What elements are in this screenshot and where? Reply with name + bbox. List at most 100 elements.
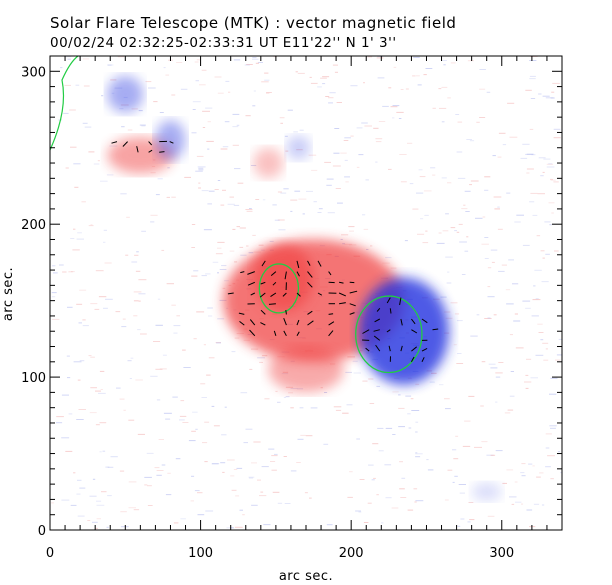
noise-speck <box>148 87 156 89</box>
field-vector <box>273 330 277 336</box>
noise-speck <box>540 175 544 177</box>
noise-speck <box>302 213 305 215</box>
noise-speck <box>133 315 138 317</box>
noise-speck <box>277 502 283 504</box>
noise-speck <box>522 244 530 246</box>
noise-speck <box>271 469 277 471</box>
noise-speck <box>173 522 179 524</box>
noise-speck <box>82 319 86 321</box>
noise-speck <box>353 372 361 374</box>
noise-speck <box>244 64 250 66</box>
noise-speck <box>202 110 210 112</box>
noise-speck <box>506 192 511 194</box>
noise-speck <box>208 190 215 192</box>
noise-speck <box>347 356 356 358</box>
field-vector <box>296 331 300 337</box>
noise-speck <box>392 434 396 435</box>
noise-speck <box>501 264 507 266</box>
field-vector <box>349 303 356 307</box>
noise-speck <box>454 475 458 477</box>
noise-speck <box>125 254 129 256</box>
noise-speck <box>405 395 412 397</box>
noise-speck <box>197 492 203 494</box>
noise-speck <box>171 196 176 198</box>
noise-speck <box>230 527 234 529</box>
noise-speck <box>252 57 257 59</box>
noise-speck <box>70 146 77 148</box>
noise-speck <box>456 320 463 322</box>
noise-speck <box>466 236 469 238</box>
field-vector <box>270 292 277 298</box>
noise-speck <box>138 279 147 281</box>
noise-speck <box>498 132 506 134</box>
noise-speck <box>171 304 176 306</box>
noise-speck <box>77 515 85 517</box>
noise-speck <box>133 300 139 302</box>
noise-speck <box>233 204 240 206</box>
noise-speck <box>441 177 447 179</box>
noise-speck <box>60 67 63 69</box>
field-vector <box>260 322 266 326</box>
x-tick-label: 300 <box>489 546 514 561</box>
noise-speck <box>450 302 458 304</box>
noise-speck <box>553 181 559 183</box>
noise-speck <box>322 83 326 85</box>
noise-speck <box>417 84 422 86</box>
noise-speck <box>484 176 491 178</box>
noise-speck <box>90 387 97 389</box>
noise-speck <box>61 499 70 501</box>
noise-speck <box>207 148 210 150</box>
noise-speck <box>429 381 435 383</box>
field-vector <box>421 318 428 324</box>
noise-speck <box>442 60 447 61</box>
noise-speck <box>248 252 254 254</box>
noise-speck <box>297 438 304 440</box>
noise-speck <box>159 368 167 370</box>
noise-speck <box>156 470 164 471</box>
field-vector <box>411 329 418 334</box>
noise-speck <box>92 521 98 523</box>
noise-speck <box>255 199 260 200</box>
noise-speck <box>337 202 343 204</box>
noise-speck <box>147 505 153 506</box>
noise-speck <box>227 459 235 461</box>
noise-speck <box>495 450 503 452</box>
noise-speck <box>556 354 562 356</box>
field-vector <box>365 347 370 352</box>
noise-speck <box>342 412 349 414</box>
field-vector <box>432 328 439 331</box>
noise-speck <box>133 291 142 293</box>
noise-speck <box>447 469 453 471</box>
noise-speck <box>224 406 227 408</box>
noise-speck <box>96 518 101 520</box>
noise-speck <box>417 233 425 235</box>
noise-speck <box>110 456 118 458</box>
field-vector <box>249 329 256 337</box>
noise-speck <box>248 476 255 478</box>
noise-speck <box>415 453 423 455</box>
field-vector <box>374 318 381 323</box>
noise-speck <box>208 357 215 359</box>
noise-speck <box>138 300 141 302</box>
noise-speck <box>131 261 138 263</box>
noise-speck <box>344 159 348 161</box>
noise-speck <box>147 485 152 487</box>
noise-speck <box>529 201 535 203</box>
noise-speck <box>51 292 57 294</box>
noise-speck <box>266 92 272 93</box>
noise-speck <box>242 514 245 516</box>
noise-speck <box>555 359 561 361</box>
noise-speck <box>532 214 538 216</box>
field-vector <box>307 260 311 266</box>
noise-speck <box>65 450 73 452</box>
noise-speck <box>197 166 206 168</box>
noise-speck <box>133 509 140 511</box>
noise-speck <box>278 229 286 231</box>
noise-speck <box>299 407 304 409</box>
noise-speck <box>407 509 414 511</box>
x-axis-label: arc sec. <box>279 569 333 584</box>
noise-speck <box>398 407 405 409</box>
noise-speck <box>370 245 373 247</box>
noise-speck <box>232 228 236 230</box>
noise-speck <box>290 210 293 212</box>
